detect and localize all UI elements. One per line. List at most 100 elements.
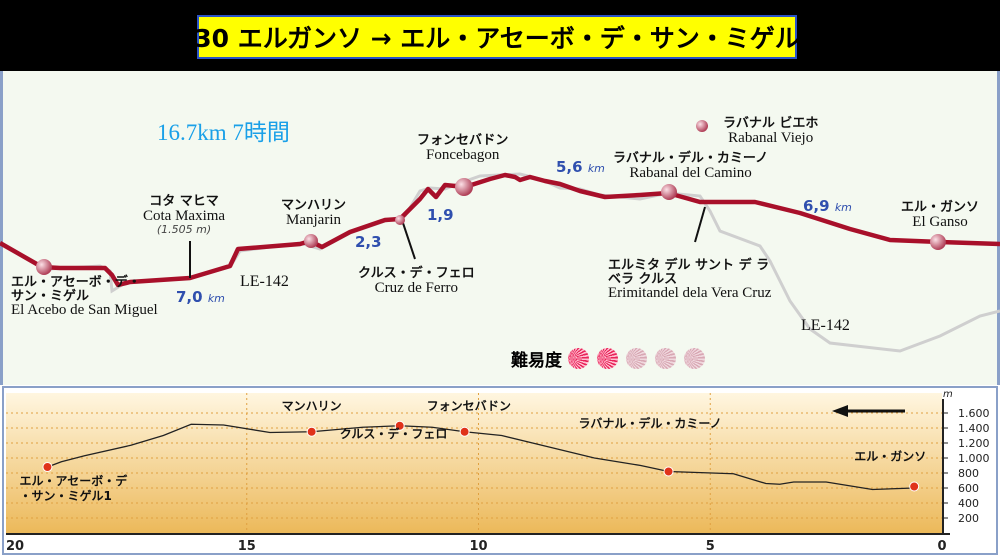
- route-map: 16.7km 7時間 エル・アセーボ・デ・ サン・ミゲル El Acebo de…: [0, 71, 1000, 385]
- elevation-profile: 1.600 1.400 1.200 1.000 800 600 400 200 m 20 15 10 5…: [0, 385, 1000, 556]
- distance-label: 5,6 km: [556, 158, 605, 176]
- place-dot-el-acebo[interactable]: [36, 259, 52, 275]
- place-el-acebo: エル・アセーボ・デ・ サン・ミゲル El Acebo de San Miguel: [11, 276, 158, 319]
- y-tick-label: 200: [958, 512, 979, 525]
- distance-value: 5,6: [556, 158, 583, 176]
- difficulty-label: 難易度: [511, 351, 562, 371]
- elevation-point-label: ・サン・ミゲル1: [19, 488, 111, 503]
- place-jp: エルミタ デル サント デ ラ: [608, 258, 770, 273]
- direction-arrow: [832, 405, 905, 417]
- place-en: El Acebo de San Miguel: [11, 302, 158, 319]
- place-manjarin: マンハリン Manjarin: [281, 199, 346, 228]
- y-tick-label: 1.400: [958, 422, 990, 435]
- difficulty-shells: [568, 348, 705, 369]
- place-jp: コタ マヒマ: [149, 194, 219, 209]
- distance-label: 6,9 km: [803, 197, 852, 215]
- place-el-ganso: エル・ガンソ El Ganso: [901, 201, 979, 230]
- distance-label: 7,0 km: [176, 288, 225, 306]
- place-jp: エル・アセーボ・デ・: [11, 275, 141, 290]
- place-en: Erimitandel dela Vera Cruz: [608, 285, 772, 302]
- title-bar: 30 エルガンソ → エル・アセーボ・デ・サン・ミゲル: [0, 0, 1000, 71]
- distance-label: 2,3: [355, 233, 382, 251]
- place-rabanal: ラバナル・デル・カミーノ Rabanal del Camino: [613, 152, 768, 181]
- distance-value: 1,9: [427, 206, 454, 224]
- shell-icon-empty: [684, 348, 705, 369]
- elevation-point: [663, 466, 674, 477]
- place-dot-rabanal-viejo[interactable]: [696, 120, 708, 132]
- shell-icon-empty: [655, 348, 676, 369]
- page-title: 30 エルガンソ → エル・アセーボ・デ・サン・ミゲル: [194, 15, 800, 59]
- place-dot-rabanal[interactable]: [661, 184, 677, 200]
- shell-icon-filled: [568, 348, 589, 369]
- place-jp: クルス・デ・フェロ: [358, 266, 475, 281]
- elevation-point-label: クルス・デ・フェロ: [340, 426, 448, 441]
- place-en: Cota Maxima: [143, 207, 226, 224]
- elevation-point-label: フォンセバドン: [427, 399, 511, 413]
- distance-value: 2,3: [355, 233, 382, 251]
- leader-cruz-de-ferro: [402, 222, 416, 260]
- chart-border: [2, 386, 998, 555]
- x-tick-label: 0: [937, 539, 946, 554]
- distance-unit: km: [207, 292, 225, 305]
- place-en: El Ganso: [912, 213, 968, 230]
- place-en: Manjarin: [286, 211, 341, 228]
- elevation-point: [909, 481, 920, 492]
- y-tick-label: 1.000: [958, 452, 990, 465]
- leader-ermita: [694, 206, 706, 243]
- y-tick-label: 800: [958, 467, 979, 480]
- camino-route: [0, 172, 1000, 288]
- place-en: Rabanal del Camino: [629, 164, 752, 181]
- x-tick-label: 15: [238, 539, 256, 554]
- place-jp: ラバナル ビエホ: [723, 116, 819, 131]
- elevation-point: [459, 426, 470, 437]
- elevation-note: (1.505 m): [156, 223, 212, 237]
- shell-icon-empty: [626, 348, 647, 369]
- place-cruz-de-ferro: クルス・デ・フェロ Cruz de Ferro: [358, 267, 475, 296]
- route-svg: [0, 120, 1000, 353]
- place-en: Rabanal Viejo: [728, 129, 814, 146]
- y-axis-unit: m: [943, 389, 953, 400]
- x-tick-label: 5: [706, 539, 715, 554]
- elevation-point-label: マンハリン: [282, 399, 342, 413]
- y-tick-label: 1.600: [958, 407, 990, 420]
- place-dot-el-ganso[interactable]: [930, 234, 946, 250]
- place-ermita: エルミタ デル サント デ ラ ベラ クルス Erimitandel dela …: [608, 259, 771, 302]
- elevation-point-label: ラバナル・デル・カミーノ: [579, 416, 722, 431]
- route-summary: 16.7km 7時間: [157, 120, 290, 145]
- place-dot-foncebadon[interactable]: [455, 178, 473, 196]
- distance-value: 7,0: [176, 288, 203, 306]
- distance-value: 6,9: [803, 197, 830, 215]
- y-tick-label: 1.200: [958, 437, 990, 450]
- road-label: LE-142: [801, 317, 850, 334]
- place-jp: サン・ミゲル: [11, 288, 90, 304]
- elevation-point: [42, 462, 53, 472]
- y-tick-label: 600: [958, 482, 979, 495]
- place-en: Cruz de Ferro: [374, 279, 458, 296]
- elevation-point: [306, 426, 317, 437]
- elevation-point-label: エル・ガンソ: [854, 449, 926, 464]
- place-dot-cruz-de-ferro[interactable]: [395, 215, 405, 225]
- place-foncebadon: フォンセバドン Foncebagon: [417, 134, 508, 163]
- y-tick-label: 400: [958, 497, 979, 510]
- elevation-chart: 1.600 1.400 1.200 1.000 800 600 400 200 m 20 15 10 5…: [0, 385, 1000, 556]
- distance-unit: km: [587, 162, 605, 175]
- elevation-point-label: エル・アセーボ・デ: [19, 473, 128, 488]
- elevation-point: [394, 420, 405, 431]
- x-tick-label: 10: [469, 539, 487, 554]
- place-jp: マンハリン: [281, 198, 347, 213]
- place-jp: フォンセバドン: [417, 133, 509, 148]
- place-jp: ベラ クルス: [608, 271, 678, 287]
- distance-unit: km: [834, 201, 852, 214]
- place-rabanal-viejo: ラバナル ビエホ Rabanal Viejo: [723, 117, 818, 146]
- distance-label: 1,9: [427, 206, 454, 224]
- road-label: LE-142: [240, 273, 289, 290]
- place-jp: エル・ガンソ: [901, 200, 980, 215]
- place-dot-manjarin[interactable]: [304, 234, 318, 248]
- difficulty-rating: 難易度: [511, 346, 705, 371]
- place-cota-maxima: コタ マヒマ Cota Maxima (1.505 m): [143, 195, 225, 236]
- shell-icon-filled: [597, 348, 618, 369]
- x-tick-label: 20: [6, 539, 24, 554]
- place-en: Foncebagon: [426, 146, 500, 163]
- plot-area: [6, 393, 942, 533]
- place-jp: ラバナル・デル・カミーノ: [613, 151, 769, 166]
